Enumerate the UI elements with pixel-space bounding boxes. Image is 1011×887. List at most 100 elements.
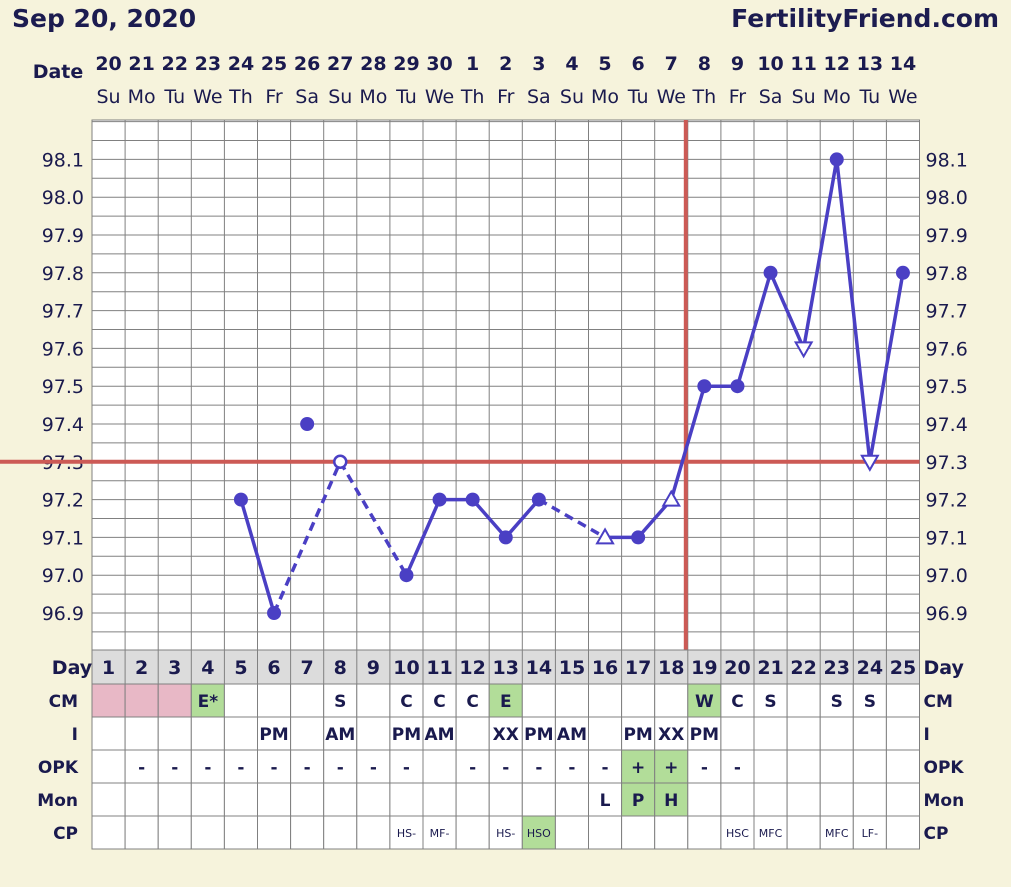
day-tick: 16 (592, 657, 618, 679)
day-tick: 5 (234, 657, 247, 679)
row-cell (819, 716, 854, 751)
row-cell-text: MFC (759, 827, 783, 840)
y-tick-right: 97.0 (926, 565, 968, 587)
y-tick-right: 97.5 (926, 376, 968, 398)
weekday-tick: Mo (128, 86, 156, 108)
date-tick: 28 (360, 53, 386, 75)
row-cell-text: - (304, 758, 311, 778)
row-label-left: OPK (38, 758, 79, 778)
date-tick: 26 (294, 53, 320, 75)
row-label-right: OPK (924, 758, 965, 778)
day-label-left: Day (52, 657, 93, 679)
row-cell-text: + (631, 758, 645, 778)
row-cell (554, 815, 590, 850)
date-tick: 7 (665, 53, 678, 75)
row-cell (753, 716, 788, 751)
day-tick: 21 (757, 657, 783, 679)
row-cell-text: - (171, 758, 178, 778)
day-tick: 4 (201, 657, 214, 679)
temp-point (498, 530, 513, 545)
row-cell (389, 683, 424, 718)
row-cell (687, 683, 722, 718)
row-cell (257, 683, 292, 718)
row-cell-text: PM (690, 725, 719, 745)
row-cell-text: HS- (397, 827, 416, 840)
weekday-tick: Tu (395, 86, 417, 108)
row-cell-text: HSO (527, 827, 551, 840)
row-cell-text: H (664, 791, 678, 811)
row-cell (157, 815, 192, 850)
weekday-tick: Su (96, 86, 120, 108)
row-cell-text: W (695, 692, 714, 712)
row-cell (124, 815, 159, 850)
row-cell-text: XX (658, 725, 684, 745)
y-tick-right: 97.1 (926, 527, 968, 549)
row-cell (885, 716, 921, 751)
temp-line-segment (605, 157, 905, 540)
row-cell-text: S (831, 692, 843, 712)
row-cell-text: MFC (825, 827, 849, 840)
row-cell (223, 782, 258, 817)
row-cell (389, 782, 424, 817)
row-cell (422, 782, 457, 817)
row-cell (687, 782, 722, 817)
row-cell (124, 749, 159, 784)
row-cell-text: E (500, 692, 512, 712)
row-cell (521, 683, 556, 718)
row-cell (157, 716, 192, 751)
weekday-tick: Tu (163, 86, 185, 108)
weekday-tick: Tu (858, 86, 880, 108)
row-cell (621, 683, 656, 718)
day-tick: 15 (559, 657, 585, 679)
row-cell-text: - (602, 758, 609, 778)
y-tick-left: 97.7 (42, 301, 84, 323)
row-cell (852, 815, 887, 850)
day-tick: 23 (824, 657, 850, 679)
row-cell-text: - (370, 758, 377, 778)
row-cell (488, 749, 523, 784)
row-cell (257, 782, 292, 817)
weekday-tick: Su (792, 86, 816, 108)
row-cell (819, 815, 854, 850)
row-cell-text: - (734, 758, 741, 778)
row-cell (290, 716, 325, 751)
weekday-tick: Mo (359, 86, 387, 108)
y-tick-right: 97.6 (926, 338, 968, 360)
row-cell-text: XX (493, 725, 519, 745)
row-cell-text: C (433, 692, 445, 712)
y-tick-right: 97.7 (926, 301, 968, 323)
plot-area (91, 119, 920, 651)
date-tick: 4 (565, 53, 578, 75)
row-cell-text: - (271, 758, 278, 778)
y-tick-left: 97.9 (42, 225, 84, 247)
day-tick: 17 (625, 657, 651, 679)
date-tick: 8 (698, 53, 711, 75)
day-tick: 3 (168, 657, 181, 679)
row-cell-text: S (864, 692, 876, 712)
row-cell (455, 815, 490, 850)
y-tick-left: 98.0 (42, 187, 84, 209)
day-tick: 12 (459, 657, 485, 679)
weekday-tick: Su (560, 86, 584, 108)
day-tick: 10 (393, 657, 419, 679)
row-cell (91, 716, 126, 751)
day-label-right: Day (924, 657, 965, 679)
day-tick: 14 (526, 657, 552, 679)
temp-point (267, 606, 282, 620)
row-cell (422, 683, 457, 718)
temp-point (895, 265, 910, 280)
site-name[interactable]: FertilityFriend.com (731, 4, 999, 33)
row-cell (422, 749, 457, 784)
temp-point (465, 492, 480, 507)
temp-point-triangle (595, 527, 615, 545)
date-label: Date (33, 61, 84, 83)
row-cell-text: - (469, 758, 476, 778)
row-cell (521, 782, 556, 817)
weekday-tick: We (657, 86, 686, 108)
row-cell (588, 749, 623, 784)
row-cell (720, 782, 755, 817)
temp-point (531, 492, 546, 507)
day-tick: 18 (658, 657, 684, 679)
y-tick-left: 96.9 (42, 603, 84, 625)
weekday-tick: Fr (729, 86, 747, 108)
